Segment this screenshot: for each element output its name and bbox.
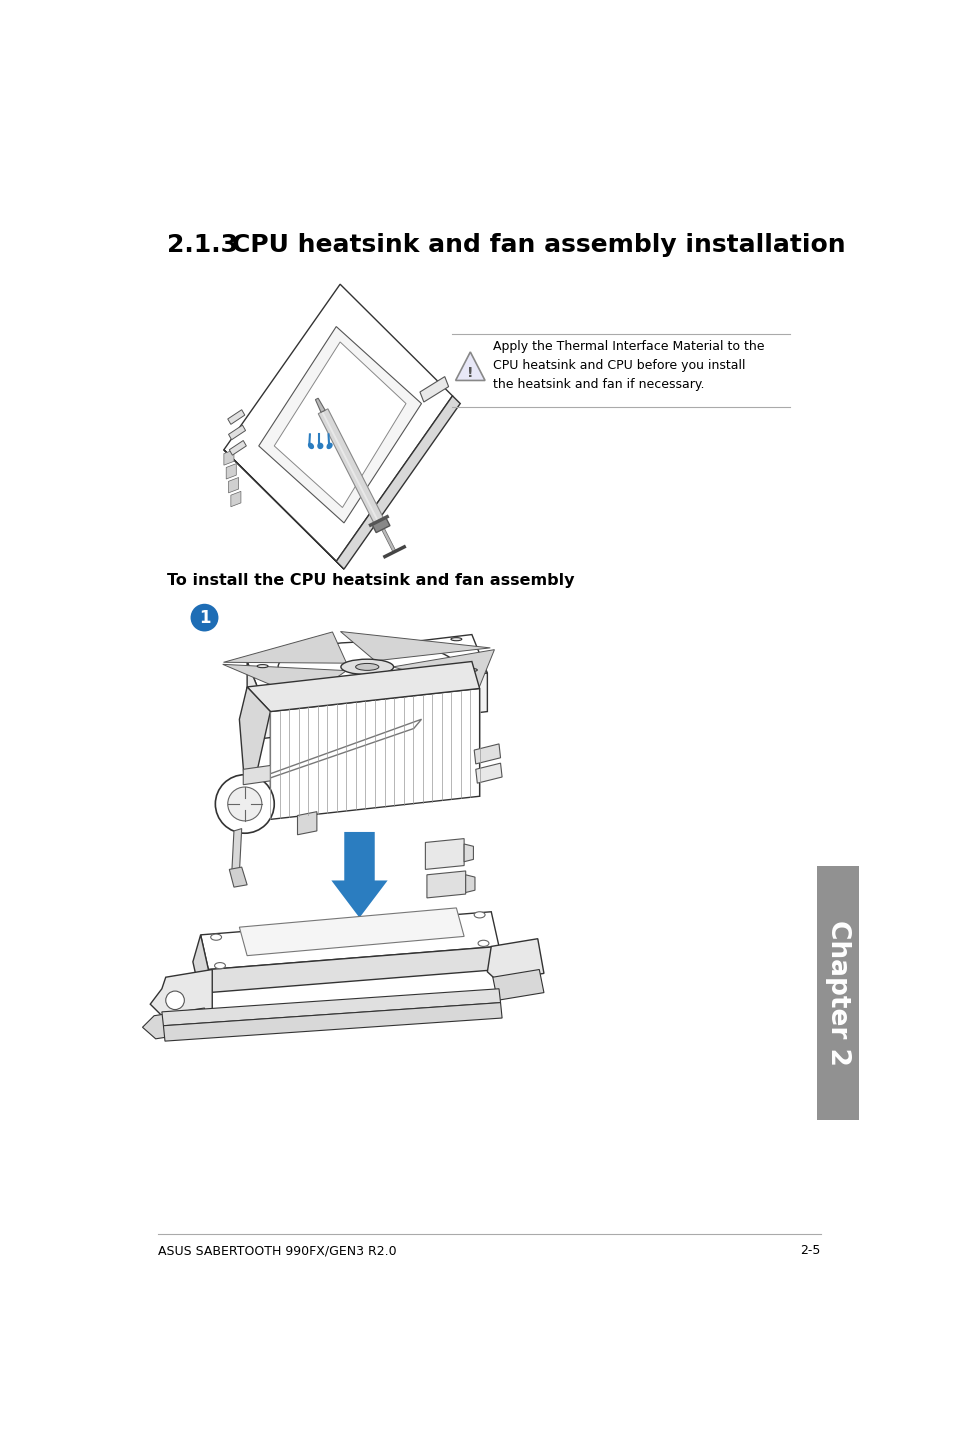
Polygon shape xyxy=(274,342,406,508)
Polygon shape xyxy=(464,844,473,861)
Polygon shape xyxy=(247,661,262,735)
Polygon shape xyxy=(315,398,325,413)
Polygon shape xyxy=(262,673,487,739)
Polygon shape xyxy=(321,411,380,525)
Ellipse shape xyxy=(340,659,394,674)
Polygon shape xyxy=(326,443,333,449)
Polygon shape xyxy=(247,661,479,712)
Ellipse shape xyxy=(278,641,456,692)
Polygon shape xyxy=(247,634,487,700)
Polygon shape xyxy=(258,326,421,523)
Polygon shape xyxy=(226,463,236,479)
Circle shape xyxy=(191,604,218,631)
Polygon shape xyxy=(377,521,395,552)
Polygon shape xyxy=(200,912,498,969)
Polygon shape xyxy=(427,871,465,897)
Polygon shape xyxy=(308,443,314,449)
Polygon shape xyxy=(297,811,316,835)
FancyArrow shape xyxy=(329,831,390,919)
Polygon shape xyxy=(239,907,464,956)
Ellipse shape xyxy=(355,706,364,713)
Polygon shape xyxy=(223,631,346,663)
Polygon shape xyxy=(224,285,452,561)
Polygon shape xyxy=(229,867,247,887)
Polygon shape xyxy=(142,1008,206,1038)
FancyBboxPatch shape xyxy=(816,866,858,1120)
Polygon shape xyxy=(476,764,501,784)
Ellipse shape xyxy=(257,664,268,667)
Text: 2.1.3: 2.1.3 xyxy=(167,233,238,256)
Polygon shape xyxy=(162,989,500,1025)
Polygon shape xyxy=(456,352,484,381)
Circle shape xyxy=(166,991,184,1009)
Polygon shape xyxy=(474,743,500,764)
Polygon shape xyxy=(193,935,208,997)
Polygon shape xyxy=(229,440,246,456)
Polygon shape xyxy=(493,969,543,1001)
Text: Apply the Thermal Interface Material to the
CPU heatsink and CPU before you inst: Apply the Thermal Interface Material to … xyxy=(493,341,763,391)
Ellipse shape xyxy=(451,637,461,641)
Ellipse shape xyxy=(466,669,476,672)
Polygon shape xyxy=(335,395,459,569)
Polygon shape xyxy=(425,838,464,870)
Ellipse shape xyxy=(211,935,221,940)
Polygon shape xyxy=(224,450,344,569)
Ellipse shape xyxy=(214,962,225,969)
Polygon shape xyxy=(243,765,270,785)
Polygon shape xyxy=(224,450,233,464)
Polygon shape xyxy=(239,687,270,815)
Polygon shape xyxy=(229,477,238,493)
Text: CPU heatsink and fan assembly installation: CPU heatsink and fan assembly installati… xyxy=(232,233,844,256)
Polygon shape xyxy=(318,408,385,526)
Ellipse shape xyxy=(355,663,378,670)
Polygon shape xyxy=(163,1002,501,1041)
Polygon shape xyxy=(313,673,472,700)
Polygon shape xyxy=(372,518,390,532)
Polygon shape xyxy=(208,946,498,992)
Ellipse shape xyxy=(474,912,484,917)
Polygon shape xyxy=(239,719,421,788)
Polygon shape xyxy=(228,410,245,424)
Polygon shape xyxy=(487,939,543,981)
Ellipse shape xyxy=(273,696,283,699)
Polygon shape xyxy=(419,377,448,403)
Polygon shape xyxy=(270,689,479,820)
Polygon shape xyxy=(340,631,490,661)
Circle shape xyxy=(228,787,261,821)
Polygon shape xyxy=(393,650,494,690)
Ellipse shape xyxy=(477,940,488,946)
Text: 2-5: 2-5 xyxy=(800,1244,820,1257)
Polygon shape xyxy=(231,492,241,506)
Polygon shape xyxy=(465,874,475,893)
Polygon shape xyxy=(229,426,245,440)
Polygon shape xyxy=(232,828,241,876)
Text: Chapter 2: Chapter 2 xyxy=(823,920,850,1066)
Text: !: ! xyxy=(467,365,473,380)
Text: ASUS SABERTOOTH 990FX/GEN3 R2.0: ASUS SABERTOOTH 990FX/GEN3 R2.0 xyxy=(158,1244,396,1257)
Text: 1: 1 xyxy=(198,608,210,627)
Text: To install the CPU heatsink and fan assembly: To install the CPU heatsink and fan asse… xyxy=(167,572,575,588)
Polygon shape xyxy=(150,969,212,1020)
Circle shape xyxy=(215,775,274,833)
Polygon shape xyxy=(222,664,346,699)
Polygon shape xyxy=(317,443,323,449)
